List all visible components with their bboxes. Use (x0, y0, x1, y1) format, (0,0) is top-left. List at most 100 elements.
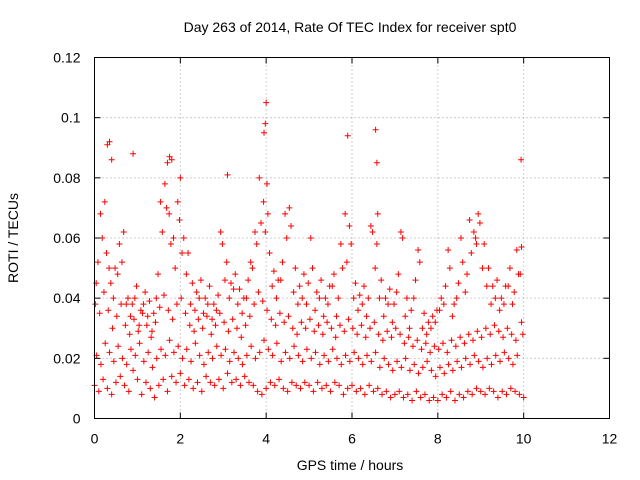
data-point (220, 385, 227, 392)
data-point (512, 337, 519, 344)
data-point (376, 295, 383, 302)
data-point (367, 325, 374, 332)
data-point (213, 307, 220, 314)
data-point (434, 397, 441, 404)
data-point (300, 271, 307, 278)
data-point (289, 325, 296, 332)
data-point (229, 316, 236, 323)
data-point (373, 241, 380, 248)
data-point (346, 358, 353, 365)
data-point (411, 361, 418, 368)
data-point (126, 331, 133, 338)
data-point (367, 222, 374, 229)
data-point (482, 325, 489, 332)
data-point (228, 379, 235, 386)
data-point (361, 283, 368, 290)
data-point (261, 337, 268, 344)
data-point (264, 210, 271, 217)
y-tick-label: 0.06 (53, 230, 80, 246)
data-point (456, 391, 463, 398)
data-point (499, 388, 506, 395)
data-point (282, 210, 289, 217)
data-point (100, 289, 107, 296)
data-point (115, 343, 122, 350)
y-tick-label: 0.12 (53, 50, 80, 66)
data-point (202, 295, 209, 302)
data-point (439, 391, 446, 398)
data-point (247, 259, 254, 266)
data-point (371, 319, 378, 326)
x-tick-label: 2 (176, 431, 184, 447)
data-point (145, 349, 152, 356)
data-point (303, 346, 310, 353)
data-point (107, 280, 114, 287)
data-point (393, 289, 400, 296)
data-point (187, 301, 194, 308)
data-point (457, 334, 464, 341)
data-point (494, 394, 501, 401)
data-point (488, 361, 495, 368)
data-point (465, 331, 472, 338)
data-point (215, 292, 222, 299)
chart-title: Day 263 of 2014, Rate Of TEC Index for r… (184, 19, 517, 35)
data-point (446, 265, 453, 272)
data-point (512, 388, 519, 395)
data-point (96, 310, 103, 317)
data-point (164, 159, 171, 166)
data-point (418, 346, 425, 353)
data-point (452, 343, 459, 350)
data-point (265, 346, 272, 353)
data-point (327, 388, 334, 395)
data-point (419, 325, 426, 332)
data-point (291, 343, 298, 350)
data-point (519, 331, 526, 338)
data-point (288, 222, 295, 229)
data-point (435, 346, 442, 353)
data-point (516, 391, 523, 398)
data-point (132, 352, 139, 359)
data-point (441, 370, 448, 377)
data-point (335, 295, 342, 302)
data-point (123, 361, 130, 368)
data-point (203, 313, 210, 320)
data-point (284, 388, 291, 395)
data-point (472, 235, 479, 241)
data-point (299, 358, 306, 365)
data-point (243, 295, 250, 302)
data-point (511, 289, 518, 296)
data-point (402, 313, 409, 320)
data-point (176, 216, 183, 223)
data-point (306, 382, 313, 389)
data-point (489, 283, 496, 290)
data-point (368, 358, 375, 365)
data-point (509, 301, 516, 308)
data-point (236, 286, 243, 293)
data-point (263, 385, 270, 392)
data-point (308, 355, 315, 362)
data-point (425, 319, 432, 326)
data-point (500, 301, 507, 308)
data-point (485, 265, 492, 272)
data-point (245, 277, 252, 284)
x-tick-label: 6 (348, 431, 356, 447)
data-point (359, 301, 366, 308)
data-point (278, 358, 285, 365)
data-point (355, 307, 362, 314)
data-point (188, 358, 195, 365)
data-point (415, 247, 422, 254)
data-point (294, 331, 301, 338)
data-point (285, 313, 292, 320)
data-point (170, 235, 177, 241)
data-point (224, 370, 231, 377)
data-point (408, 307, 415, 314)
data-point (191, 307, 198, 314)
data-point (178, 295, 185, 302)
data-point (366, 382, 373, 389)
data-point (478, 334, 485, 341)
data-point (473, 241, 480, 248)
data-point (442, 283, 449, 290)
data-point (380, 313, 387, 320)
data-point (474, 328, 481, 335)
data-point (124, 295, 131, 302)
data-point (282, 349, 289, 356)
